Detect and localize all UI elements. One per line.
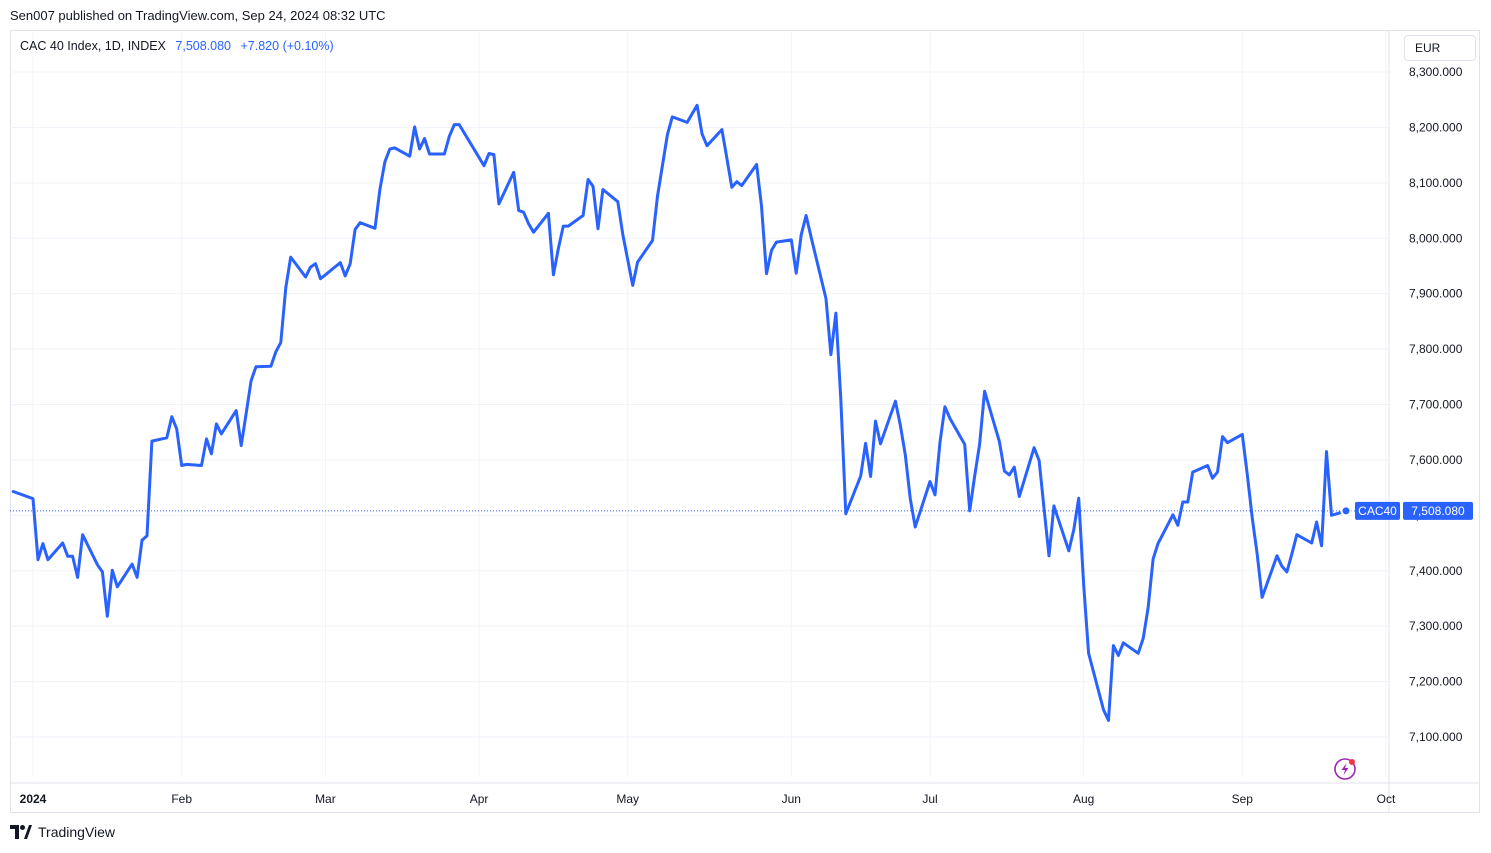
x-tick-label: Feb (171, 792, 192, 806)
price-badge-symbol-bg (1355, 501, 1400, 520)
symbol-legend[interactable]: CAC 40 Index, 1D, INDEX 7,508.080 +7.820… (20, 39, 334, 53)
price-badge-value-bg (1403, 501, 1473, 520)
price-badge-symbol: CAC40 (1358, 504, 1397, 518)
price-axis: 7,100.000 7,200.000 7,300.000 7,400.000 7,50… (1388, 31, 1463, 812)
footer-brand[interactable]: TradingView (10, 824, 115, 840)
chart-grid (10, 31, 1389, 777)
legend-last-value: 7,508.080 (175, 39, 231, 53)
y-tick-label: 8,000.000 (1409, 231, 1463, 245)
y-tick-label: 7,600.000 (1409, 453, 1463, 467)
time-axis: 2024 Feb Mar Apr May Jun Jul Aug Sep Oct (10, 782, 1479, 806)
tradingview-logo-icon (10, 825, 32, 839)
y-tick-label: 7,100.000 (1409, 730, 1463, 744)
published-header: Sen007 published on TradingView.com, Sep… (10, 8, 386, 23)
x-tick-label: 2024 (20, 792, 47, 806)
legend-change-pct: (+0.10%) (282, 39, 334, 53)
y-tick-label: 7,900.000 (1409, 287, 1463, 301)
y-tick-label: 7,400.000 (1409, 564, 1463, 578)
legend-symbol: CAC 40 Index, 1D, INDEX (20, 39, 166, 53)
lightning-icon[interactable] (1334, 758, 1356, 780)
y-tick-label: 7,200.000 (1409, 675, 1463, 689)
x-tick-label: Oct (1377, 792, 1396, 806)
chart-frame (10, 30, 1480, 813)
x-tick-label: Sep (1232, 792, 1254, 806)
y-tick-label: 7,300.000 (1409, 619, 1463, 633)
y-tick-label: 8,100.000 (1409, 176, 1463, 190)
footer-brand-text: TradingView (38, 824, 116, 840)
currency-button[interactable]: EUR (1404, 35, 1476, 61)
y-tick-label: 7,700.000 (1409, 398, 1463, 412)
price-badge-value: 7,508.080 (1411, 504, 1465, 518)
x-tick-label: Aug (1073, 792, 1094, 806)
y-tick-label: 8,200.000 (1409, 120, 1463, 134)
x-tick-label: Mar (315, 792, 336, 806)
x-tick-label: May (616, 792, 639, 806)
price-badge: CAC40 7,508.080 (1355, 501, 1473, 520)
x-tick-label: Apr (470, 792, 489, 806)
x-tick-label: Jul (922, 792, 937, 806)
legend-change: +7.820 (240, 39, 280, 53)
x-tick-label: Jun (782, 792, 801, 806)
last-price-dot (1340, 505, 1352, 517)
y-tick-label: 7,800.000 (1409, 342, 1463, 356)
price-series-line (11, 103, 1348, 722)
y-tick-label: 8,300.000 (1409, 65, 1463, 79)
